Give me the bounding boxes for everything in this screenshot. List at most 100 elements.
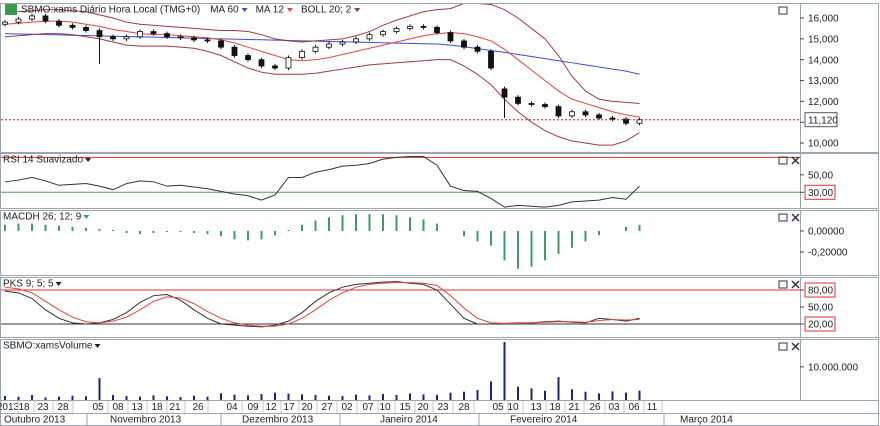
panel-title: PKS 9; 5; 5 xyxy=(3,279,54,290)
overlay-line xyxy=(5,4,640,104)
y-tick-label: 15,000 xyxy=(808,34,839,45)
x-month-label: Fevereiro 2014 xyxy=(510,415,578,426)
panel-icon xyxy=(778,6,788,15)
candle-body xyxy=(177,36,184,39)
x-day-label: 18 xyxy=(151,402,163,413)
close-icon xyxy=(791,213,800,222)
bar xyxy=(58,396,60,400)
x-day-label: 10 xyxy=(379,402,391,413)
bar xyxy=(490,381,492,400)
bar xyxy=(44,397,47,400)
bar xyxy=(125,396,128,400)
candle-body xyxy=(69,24,76,28)
bar xyxy=(193,230,195,234)
bar xyxy=(44,224,47,231)
candle-body xyxy=(555,106,562,117)
bar xyxy=(355,394,357,400)
x-day-label: 06 xyxy=(628,402,640,413)
x-day-label: 08 xyxy=(112,402,124,413)
x-month-label: Março 2014 xyxy=(680,415,733,426)
bar xyxy=(571,389,573,400)
x-day-label: 10 xyxy=(507,402,519,413)
last-price-box xyxy=(804,112,838,128)
bar xyxy=(287,229,290,231)
bar xyxy=(112,229,114,231)
bar xyxy=(409,393,411,400)
candle-body xyxy=(150,31,157,35)
panel-title: RSI 14 Suavizado xyxy=(3,155,83,166)
candle-body xyxy=(258,59,265,67)
x-month-label: Outubro 2013 xyxy=(4,415,66,426)
candle-body xyxy=(447,32,454,42)
x-day-label: 17 xyxy=(283,402,295,413)
bar xyxy=(260,394,263,400)
x-day-label: 02 xyxy=(341,402,353,413)
overlay-line xyxy=(4,20,640,118)
x-day-label: 09 xyxy=(247,402,259,413)
legend-entry: MA 12 xyxy=(256,5,285,16)
candle-body xyxy=(596,114,602,119)
bar xyxy=(638,224,641,231)
dropdown-arrow xyxy=(354,8,361,12)
dropdown-arrow xyxy=(55,282,62,286)
bar xyxy=(571,230,573,248)
candle-body xyxy=(96,30,103,38)
candle-body xyxy=(420,25,427,28)
bar xyxy=(382,394,384,400)
bar xyxy=(220,393,222,400)
bar xyxy=(71,226,74,231)
bar xyxy=(152,230,155,234)
bar xyxy=(314,220,317,231)
bar xyxy=(395,395,398,400)
bar xyxy=(301,224,303,231)
bar xyxy=(463,391,465,400)
bar xyxy=(422,394,425,400)
legend-entry: BOLL 20; 2 xyxy=(301,5,352,16)
bar xyxy=(625,226,627,231)
bar xyxy=(287,393,290,400)
bar xyxy=(233,230,236,240)
bar xyxy=(17,396,20,400)
x-day-label: 18 xyxy=(549,402,561,413)
candle-body xyxy=(2,21,8,25)
x-day-label: 20 xyxy=(417,402,429,413)
candle-body xyxy=(326,43,332,48)
y-tick-label: 50,00 xyxy=(808,170,833,181)
panel-title: SBMO:xams Diário Hora Local (TMG+0) xyxy=(21,5,200,16)
x-day-label: 15 xyxy=(399,402,411,413)
tick-box xyxy=(804,316,836,332)
bar xyxy=(368,214,371,231)
candle-body xyxy=(393,28,400,32)
bar xyxy=(112,395,114,400)
x-day-label: 18 xyxy=(18,402,30,413)
bar xyxy=(395,215,398,231)
last-price-label: 11,120 xyxy=(808,115,838,126)
x-day-label: 13 xyxy=(530,402,542,413)
bar xyxy=(382,214,384,231)
plot-area xyxy=(1,155,800,208)
axis-frame xyxy=(800,210,879,276)
bar xyxy=(436,223,438,231)
bar xyxy=(139,230,141,235)
x-day-label: 2013 xyxy=(0,402,20,413)
dropdown-arrow xyxy=(94,344,101,348)
candle-body xyxy=(609,117,616,120)
candle-body xyxy=(434,26,440,33)
candle-body xyxy=(123,36,130,40)
tick-box xyxy=(804,282,836,298)
bar xyxy=(206,230,209,235)
x-day-label: 27 xyxy=(321,402,333,413)
legend-entry: MA 60 xyxy=(210,5,239,16)
bar xyxy=(476,390,479,400)
close-icon xyxy=(791,280,800,289)
axis-frame xyxy=(800,3,879,153)
candle-body xyxy=(218,40,224,48)
bar xyxy=(85,227,87,231)
dropdown-arrow xyxy=(241,8,248,12)
x-day-label: 13 xyxy=(131,402,143,413)
candle-body xyxy=(636,119,643,124)
candle-body xyxy=(42,15,49,22)
candle-body xyxy=(515,96,521,104)
bar xyxy=(166,396,168,400)
bar xyxy=(314,395,317,400)
